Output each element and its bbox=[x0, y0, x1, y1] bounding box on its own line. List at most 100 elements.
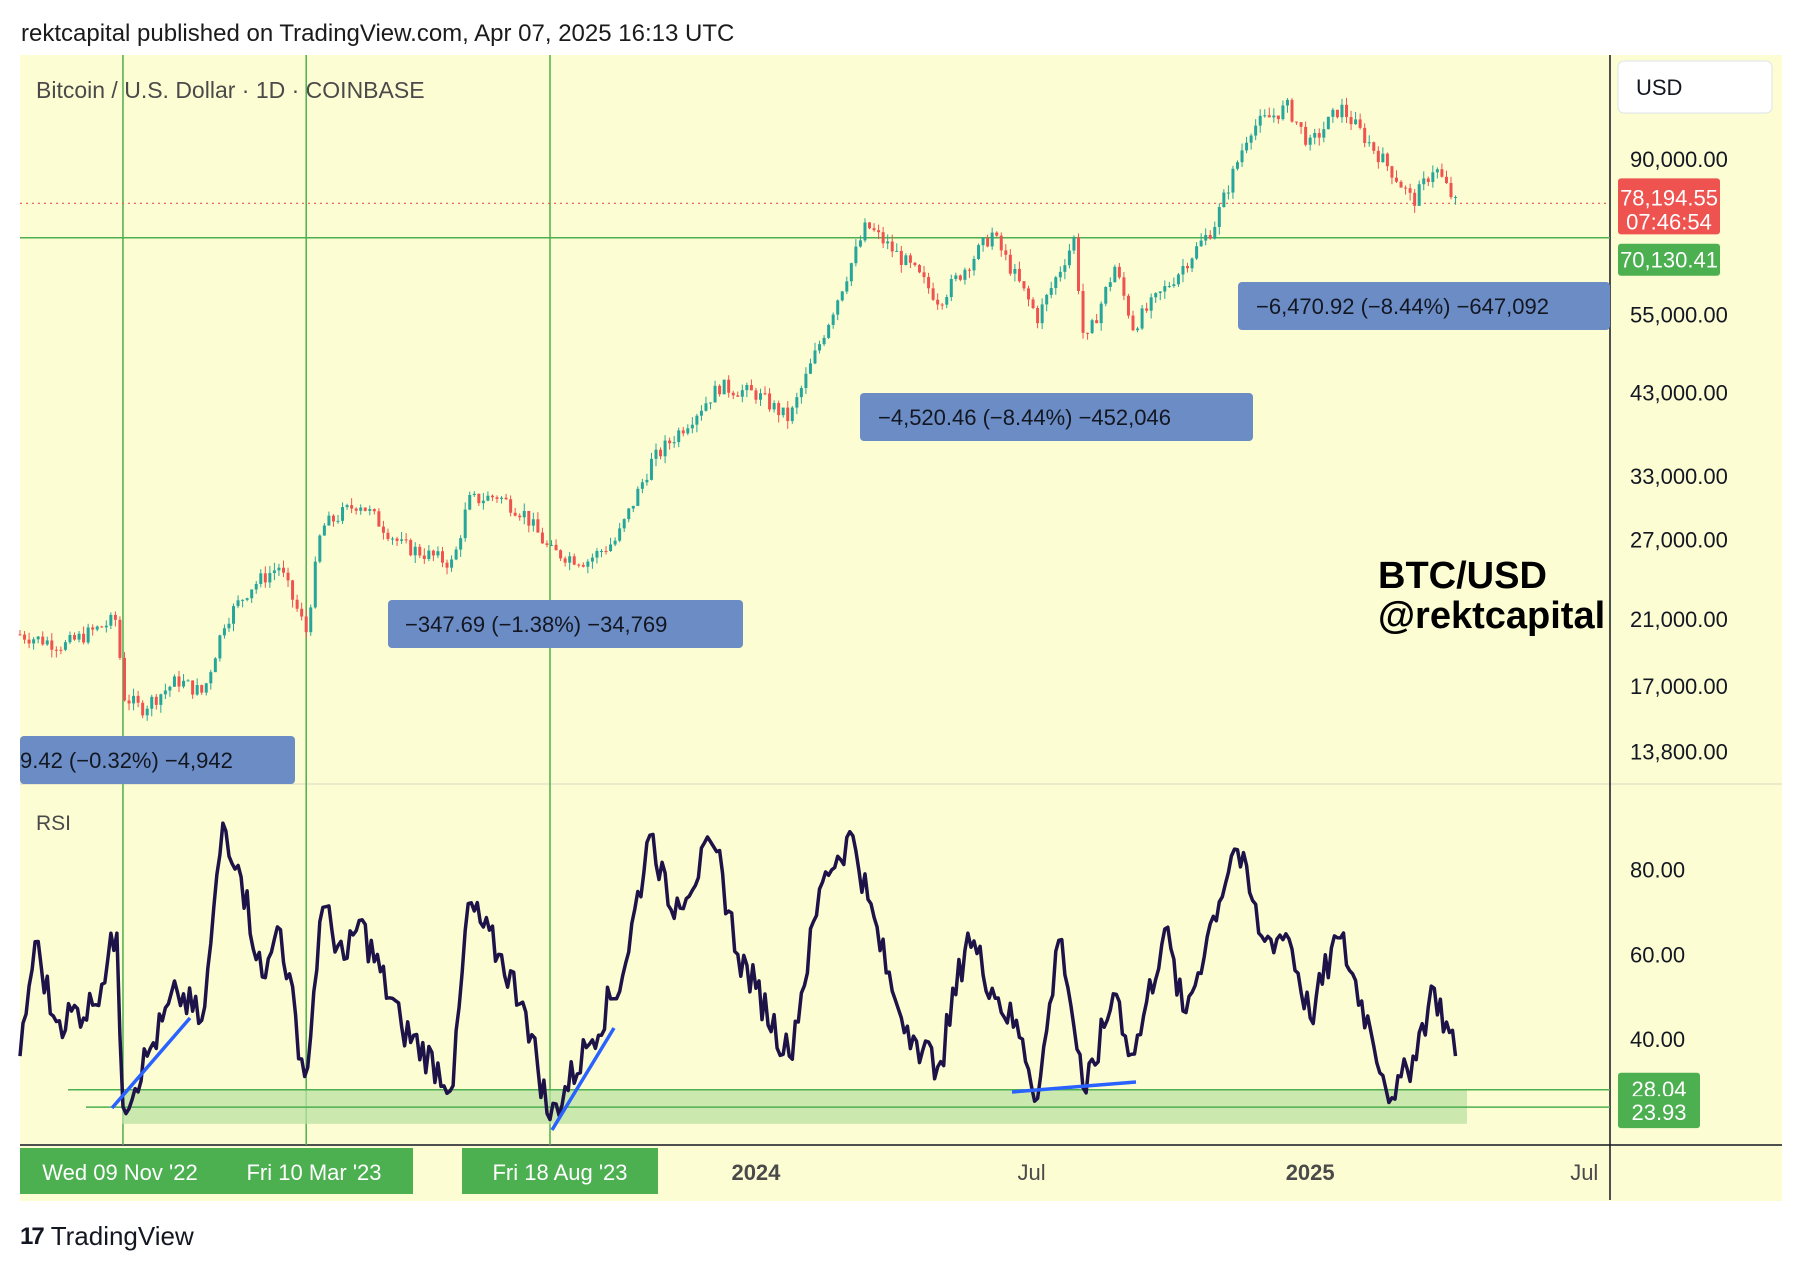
candle-up bbox=[649, 458, 653, 480]
candle-up bbox=[709, 402, 713, 404]
candle-down bbox=[490, 495, 494, 498]
candle-up bbox=[218, 635, 222, 659]
candle-down bbox=[868, 222, 872, 229]
candle-down bbox=[518, 515, 522, 518]
candle-down bbox=[363, 507, 367, 511]
candle-down bbox=[127, 700, 131, 704]
candle-down bbox=[604, 550, 608, 552]
candle-up bbox=[713, 385, 717, 403]
candle-down bbox=[404, 539, 408, 541]
price-tick-label: 27,000.00 bbox=[1630, 528, 1728, 553]
candle-up bbox=[1367, 142, 1371, 144]
candle-down bbox=[59, 649, 63, 651]
candle-up bbox=[236, 600, 240, 607]
candle-down bbox=[1390, 166, 1394, 178]
candle-down bbox=[445, 562, 449, 568]
price-tick-label: 21,000.00 bbox=[1630, 607, 1728, 632]
candle-up bbox=[1217, 207, 1221, 227]
candle-up bbox=[863, 222, 867, 241]
candle-up bbox=[1331, 109, 1335, 117]
candle-up bbox=[1263, 115, 1267, 117]
candle-down bbox=[422, 555, 426, 559]
annotation-box bbox=[388, 600, 743, 648]
candle-up bbox=[886, 241, 890, 244]
candle-down bbox=[572, 556, 576, 565]
candle-up bbox=[1181, 266, 1185, 275]
candle-up bbox=[459, 538, 463, 550]
candle-up bbox=[827, 324, 831, 338]
candle-down bbox=[513, 512, 517, 516]
level-label-bg bbox=[1618, 243, 1720, 276]
candle-up bbox=[1104, 286, 1108, 304]
candle-down bbox=[191, 680, 195, 695]
candle-down bbox=[563, 558, 567, 563]
candle-up bbox=[840, 291, 844, 301]
candle-up bbox=[695, 415, 699, 425]
candle-down bbox=[1408, 188, 1412, 193]
price-tick-label: 90,000.00 bbox=[1630, 147, 1728, 172]
candle-down bbox=[100, 626, 104, 628]
candle-up bbox=[68, 635, 72, 643]
candle-up bbox=[259, 573, 263, 584]
candle-down bbox=[995, 232, 999, 236]
candle-up bbox=[636, 488, 640, 506]
candle-up bbox=[627, 508, 631, 520]
candle-down bbox=[754, 390, 758, 400]
candle-down bbox=[777, 403, 781, 416]
candle-down bbox=[477, 493, 481, 504]
candle-down bbox=[41, 636, 45, 645]
candle-down bbox=[1426, 178, 1430, 182]
candle-up bbox=[32, 639, 36, 644]
candle-up bbox=[1063, 265, 1067, 272]
candle-down bbox=[1276, 115, 1280, 120]
candle-down bbox=[177, 676, 181, 687]
candle-up bbox=[831, 314, 835, 325]
candle-down bbox=[899, 250, 903, 265]
candle-down bbox=[27, 639, 31, 644]
candle-up bbox=[204, 683, 208, 693]
candle-down bbox=[418, 546, 422, 556]
candle-up bbox=[463, 509, 467, 539]
candle-up bbox=[341, 507, 345, 521]
candle-up bbox=[1163, 286, 1167, 292]
candle-up bbox=[586, 561, 590, 567]
candle-up bbox=[268, 573, 272, 583]
vertical-marker-date-label: Fri 18 Aug '23 bbox=[492, 1160, 627, 1185]
candle-down bbox=[1004, 250, 1008, 255]
candle-up bbox=[845, 281, 849, 292]
candle-down bbox=[1349, 117, 1353, 125]
candle-up bbox=[1285, 99, 1289, 106]
candle-up bbox=[159, 694, 163, 705]
candle-up bbox=[722, 379, 726, 395]
candle-down bbox=[1031, 299, 1035, 308]
candle-up bbox=[1099, 303, 1103, 324]
candle-down bbox=[936, 299, 940, 305]
candle-up bbox=[481, 500, 485, 504]
candle-up bbox=[209, 672, 213, 684]
candle-down bbox=[1304, 126, 1308, 145]
candle-up bbox=[618, 528, 622, 541]
candle-up bbox=[436, 551, 440, 556]
tradingview-footer[interactable]: 17 TradingView bbox=[20, 1221, 194, 1252]
candle-up bbox=[309, 607, 313, 633]
candle-down bbox=[931, 288, 935, 300]
candle-up bbox=[522, 510, 526, 518]
candle-down bbox=[581, 564, 585, 567]
candle-up bbox=[740, 390, 744, 397]
candle-up bbox=[1172, 284, 1176, 286]
candle-up bbox=[1058, 271, 1062, 278]
candle-up bbox=[1049, 288, 1053, 295]
price-tick-label: 55,000.00 bbox=[1630, 303, 1728, 328]
rsi-trendline bbox=[1011, 1080, 1137, 1094]
candle-up bbox=[990, 232, 994, 247]
candle-up bbox=[795, 397, 799, 408]
candle-down bbox=[141, 702, 145, 716]
candle-up bbox=[1272, 115, 1276, 118]
candle-down bbox=[540, 532, 544, 544]
candle-up bbox=[1222, 192, 1226, 208]
candle-down bbox=[50, 640, 54, 650]
candle-down bbox=[286, 572, 290, 581]
candle-down bbox=[877, 230, 881, 233]
candle-up bbox=[595, 550, 599, 558]
